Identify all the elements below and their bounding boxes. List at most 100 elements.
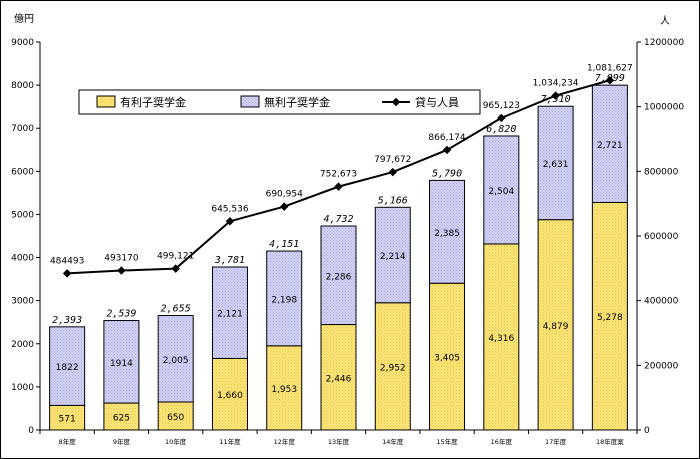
bar-yuuri [103, 402, 140, 431]
left-axis-tick-label: 3000 [11, 297, 34, 307]
line-point [497, 113, 506, 123]
line-point-label: 866,174 [428, 133, 465, 143]
bar-muri [157, 315, 194, 403]
left-axis-unit: 億円 [14, 12, 34, 25]
bar-yuuri-label: 1,660 [217, 391, 243, 401]
bar-total-label: 5,166 [378, 195, 408, 206]
legend: 有利子奨学金 無利子奨学金 貸与人員 [78, 89, 481, 115]
bar-yuuri [320, 324, 357, 431]
right-axis-tick-label: 1200000 [644, 38, 684, 48]
legend-label-yuuri: 有利子奨学金 [120, 95, 186, 109]
bar-total-label: 4,151 [269, 239, 299, 250]
line-point-label: 797,672 [374, 155, 411, 165]
line-point-label: 965,123 [483, 101, 520, 111]
right-axis-tick-label: 1000000 [644, 103, 684, 113]
category-label: 16年度 [491, 437, 513, 446]
line-series-group: 484493 493170 499,121 645,536 690,954 752,673… [50, 63, 633, 278]
bar-muri [103, 320, 140, 404]
line-point [225, 217, 235, 226]
left-axis-tick-label: 2000 [11, 340, 34, 350]
left-axis-tick-label: 5000 [11, 210, 34, 220]
bar-yuuri-label: 625 [113, 414, 130, 424]
line-point [279, 202, 289, 211]
right-axis-tick-label: 400000 [644, 297, 679, 307]
bar-total-label: 4,732 [323, 214, 353, 225]
bar-total-label: 2,393 [52, 315, 82, 326]
bar-muri [591, 84, 628, 203]
bar-yuuri-label: 5,278 [597, 313, 623, 323]
bar-total-label: 6,820 [486, 124, 516, 135]
left-axis-tick-label: 6000 [11, 167, 34, 177]
bar-total-label: 2,539 [106, 309, 136, 320]
left-axis-tick-label: 8000 [11, 81, 34, 91]
bar-total-label: 2,655 [161, 304, 191, 315]
bar-muri [49, 326, 86, 406]
bar-yuuri-label: 4,316 [488, 334, 514, 344]
legend-swatch-muri [240, 95, 260, 108]
legend-label-muri: 無利子奨学金 [264, 95, 330, 109]
left-axis-tick-label: 4000 [11, 254, 34, 264]
bar-yuuri [537, 219, 574, 431]
category-label: 14年度 [382, 437, 404, 446]
right-axis-unit: 人 [660, 15, 670, 27]
category-label: 10年度 [165, 437, 187, 446]
bar-muri-label: 2,504 [488, 187, 514, 197]
bar-muri-label: 2,631 [543, 160, 569, 170]
bar-yuuri [483, 243, 520, 431]
category-label: 13年度 [328, 437, 350, 446]
category-label: 9年度 [113, 437, 131, 446]
line-point [388, 167, 398, 177]
bar-yuuri-label: 650 [167, 413, 184, 423]
bar-yuuri-label: 2,446 [326, 374, 352, 384]
bar-muri-label: 2,214 [380, 252, 406, 262]
bar-yuuri [211, 357, 248, 431]
line-point [442, 145, 452, 155]
line-point-label: 690,954 [266, 190, 303, 200]
bar-muri-label: 2,198 [271, 295, 297, 305]
right-axis-tick-label: 600000 [644, 232, 679, 242]
bar-yuuri-label: 571 [59, 415, 76, 425]
bar-yuuri-label: 3,405 [434, 354, 460, 364]
bar-total-label: 5,790 [432, 168, 462, 179]
line-point-label: 484493 [50, 256, 84, 266]
right-axis-tick-label: 200000 [644, 361, 679, 371]
bar-muri-label: 2,005 [163, 356, 189, 366]
line-point [62, 269, 72, 278]
bar-muri-label: 2,286 [326, 272, 352, 282]
legend-swatch-marker [391, 97, 401, 107]
bar-muri [374, 206, 411, 304]
category-label: 8年度 [59, 437, 77, 446]
bar-yuuri-label: 2,952 [380, 363, 406, 373]
bar-yuuri-label: 4,879 [543, 322, 569, 332]
bar-yuuri [374, 302, 411, 431]
category-label: 12年度 [274, 437, 296, 446]
left-axis-tick-label: 7000 [11, 124, 34, 134]
bar-muri [320, 225, 357, 326]
bar-muri [429, 179, 466, 284]
line-point [171, 264, 180, 273]
line-point-label: 645,536 [211, 204, 248, 214]
line-point [117, 266, 126, 275]
bar-yuuri [266, 345, 303, 431]
bar-muri-label: 1822 [56, 363, 79, 373]
bar-muri-label: 1914 [110, 359, 133, 369]
axes: 0 1000 2000 3000 4000 5000 6000 7000 8000 9000 0 20… [11, 38, 684, 446]
category-label: 11年度 [219, 437, 241, 446]
left-axis-tick-label: 0 [28, 426, 34, 436]
legend-swatch-yuuri [96, 95, 116, 108]
bar-muri [211, 266, 248, 359]
category-label: 18年度案 [596, 437, 624, 446]
line-point-label: 1,034,234 [533, 79, 579, 89]
category-label: 15年度 [436, 437, 458, 446]
line-point-label: 499,121 [157, 252, 194, 262]
bar-muri-label: 2,721 [597, 141, 623, 151]
bar-muri [266, 250, 303, 347]
bar-yuuri [157, 401, 194, 431]
legend-box [78, 89, 481, 115]
legend-label-line: 貸与人員 [415, 95, 459, 109]
bars-group: 571 1822 2,393 625 1914 2,539 650 2,005 2,655 1,6… [49, 73, 628, 431]
bar-yuuri [429, 282, 466, 431]
bar-total-label: 3,781 [214, 255, 245, 266]
right-axis-tick-label: 0 [644, 426, 650, 436]
